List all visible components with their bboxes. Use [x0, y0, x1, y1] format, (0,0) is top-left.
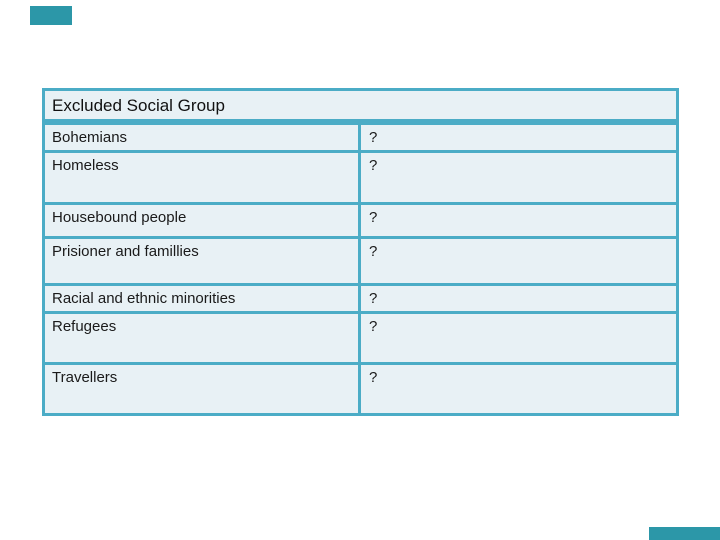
row-label-cell: Prisioner and famillies	[45, 239, 361, 283]
table-row: Travellers ?	[45, 362, 676, 413]
table-row: Bohemians ?	[45, 125, 676, 150]
row-label-cell: Racial and ethnic minorities	[45, 286, 361, 311]
row-value-cell: ?	[369, 290, 378, 307]
row-value-cell: ?	[369, 157, 378, 174]
table-row: Refugees ?	[45, 311, 676, 362]
table-title: Excluded Social Group	[52, 96, 225, 115]
row-value-cell: ?	[369, 243, 378, 260]
bottom-right-accent-bar	[649, 527, 720, 540]
table-row: Prisioner and famillies ?	[45, 236, 676, 283]
table-row: Homeless ?	[45, 150, 676, 202]
row-label-cell: Homeless	[45, 153, 361, 202]
row-value-cell: ?	[369, 369, 378, 386]
excluded-social-group-table: Excluded Social Group Bohemians ? Homele…	[42, 88, 679, 416]
row-label-cell: Travellers	[45, 365, 361, 413]
row-value-cell: ?	[369, 318, 378, 335]
top-left-accent-bar	[30, 6, 72, 25]
table-row: Racial and ethnic minorities ?	[45, 283, 676, 311]
row-value-cell: ?	[369, 209, 378, 226]
table-row: Housebound people ?	[45, 202, 676, 236]
row-label-cell: Housebound people	[45, 205, 361, 236]
table-header-row: Excluded Social Group	[45, 91, 676, 125]
row-label-cell: Refugees	[45, 314, 361, 362]
row-value-cell: ?	[369, 129, 378, 146]
row-label-cell: Bohemians	[45, 125, 361, 150]
